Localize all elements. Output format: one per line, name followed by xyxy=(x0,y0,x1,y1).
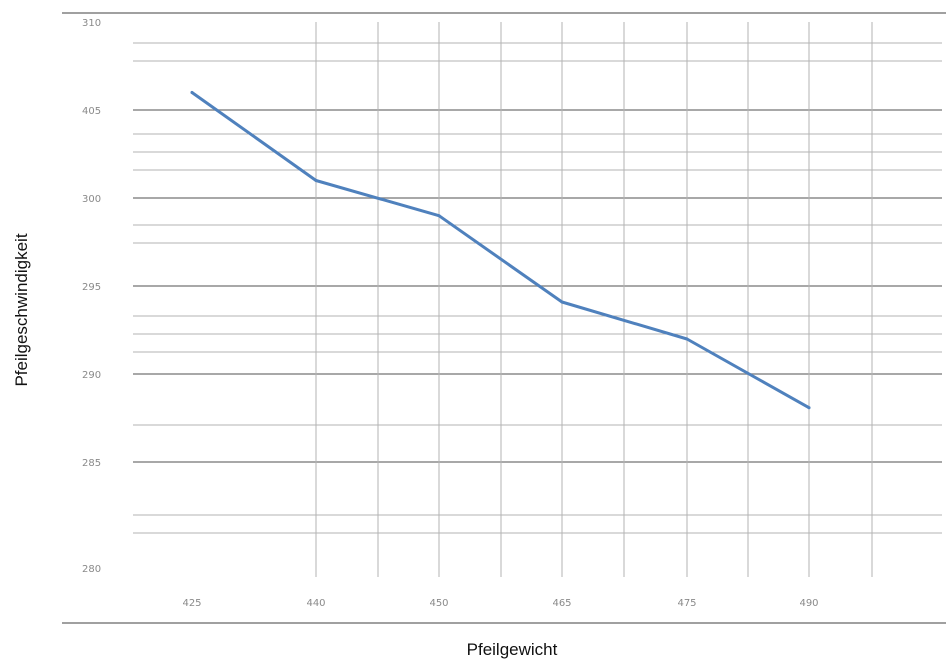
data-point xyxy=(437,214,441,218)
data-point xyxy=(807,406,811,410)
series-line xyxy=(190,91,811,410)
y-tick-label: 295 xyxy=(82,282,101,293)
y-tick-label: 280 xyxy=(82,564,101,575)
grid xyxy=(133,22,942,577)
x-tick-label: 465 xyxy=(552,598,571,609)
x-tick-label: 440 xyxy=(306,598,325,609)
data-point xyxy=(190,91,194,94)
x-tick-label: 450 xyxy=(429,598,448,609)
y-axis-ticks: 310 405 300 295 290 285 280 xyxy=(82,18,101,575)
series-layer xyxy=(190,91,811,410)
x-tick-label: 490 xyxy=(799,598,818,609)
x-tick-label: 475 xyxy=(677,598,696,609)
y-axis-title: Pfeilgeschwindigkeit xyxy=(12,233,31,386)
data-point xyxy=(685,337,689,341)
data-point xyxy=(560,300,564,304)
x-tick-label: 425 xyxy=(182,598,201,609)
y-tick-label: 300 xyxy=(82,194,101,205)
y-tick-label: 310 xyxy=(82,18,101,29)
x-axis-title: Pfeilgewicht xyxy=(467,640,558,659)
y-tick-label: 285 xyxy=(82,458,101,469)
y-tick-label: 405 xyxy=(82,106,101,117)
y-tick-label: 290 xyxy=(82,370,101,381)
data-point xyxy=(314,179,318,182)
chart-frame xyxy=(62,12,946,624)
x-axis-ticks: 425 440 450 465 475 490 xyxy=(182,598,818,609)
